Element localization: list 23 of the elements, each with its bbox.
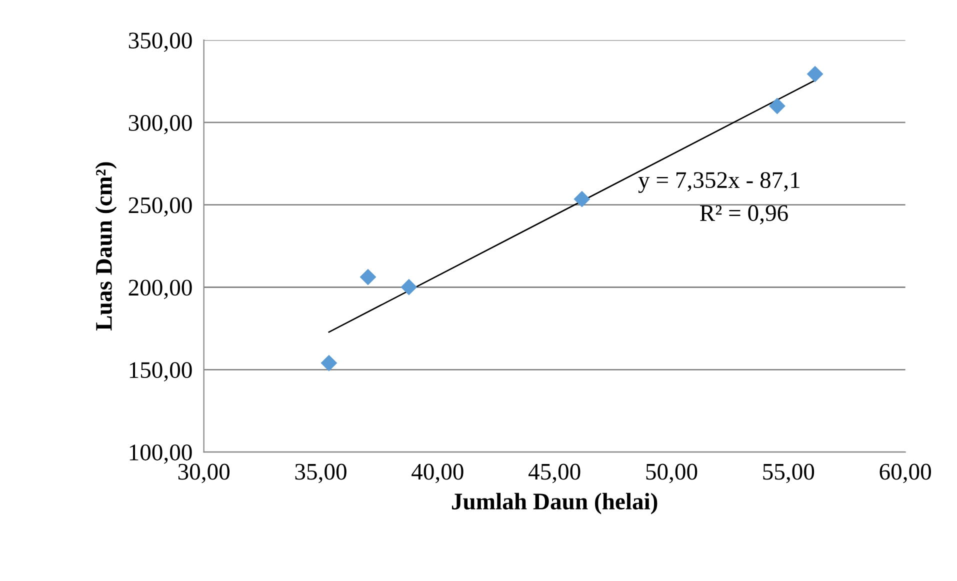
- annotation: R² = 0,96: [700, 205, 788, 224]
- y-tick-label: 100,00: [130, 444, 192, 464]
- y-tick-label: 250,00: [128, 197, 192, 217]
- point: [400, 278, 418, 296]
- point: [806, 66, 824, 82]
- x-tick-label: 60,00: [880, 464, 931, 484]
- x-tick-label: 35,00: [295, 464, 346, 484]
- y-tick-label: 200,00: [128, 280, 192, 300]
- point: [320, 354, 338, 372]
- x-tick-label: 30,00: [178, 464, 230, 484]
- point: [768, 98, 786, 114]
- y-tick-label: 150,00: [130, 362, 192, 382]
- y-tick-label: 350,00: [128, 32, 192, 52]
- x-tick-label: 50,00: [646, 464, 698, 484]
- point: [574, 190, 590, 208]
- y-axis-title: Luas Daun (cm²): [95, 162, 117, 331]
- x-tick-label: 40,00: [412, 464, 464, 484]
- point: [360, 268, 376, 286]
- annotation: y = 7,352x - 87,1: [638, 172, 800, 193]
- y-tick-label: 300,00: [128, 114, 192, 134]
- x-tick-label: 55,00: [763, 464, 814, 484]
- x-axis-title: Jumlah Daun (helai): [452, 492, 658, 514]
- x-tick-label: 45,00: [528, 464, 580, 484]
